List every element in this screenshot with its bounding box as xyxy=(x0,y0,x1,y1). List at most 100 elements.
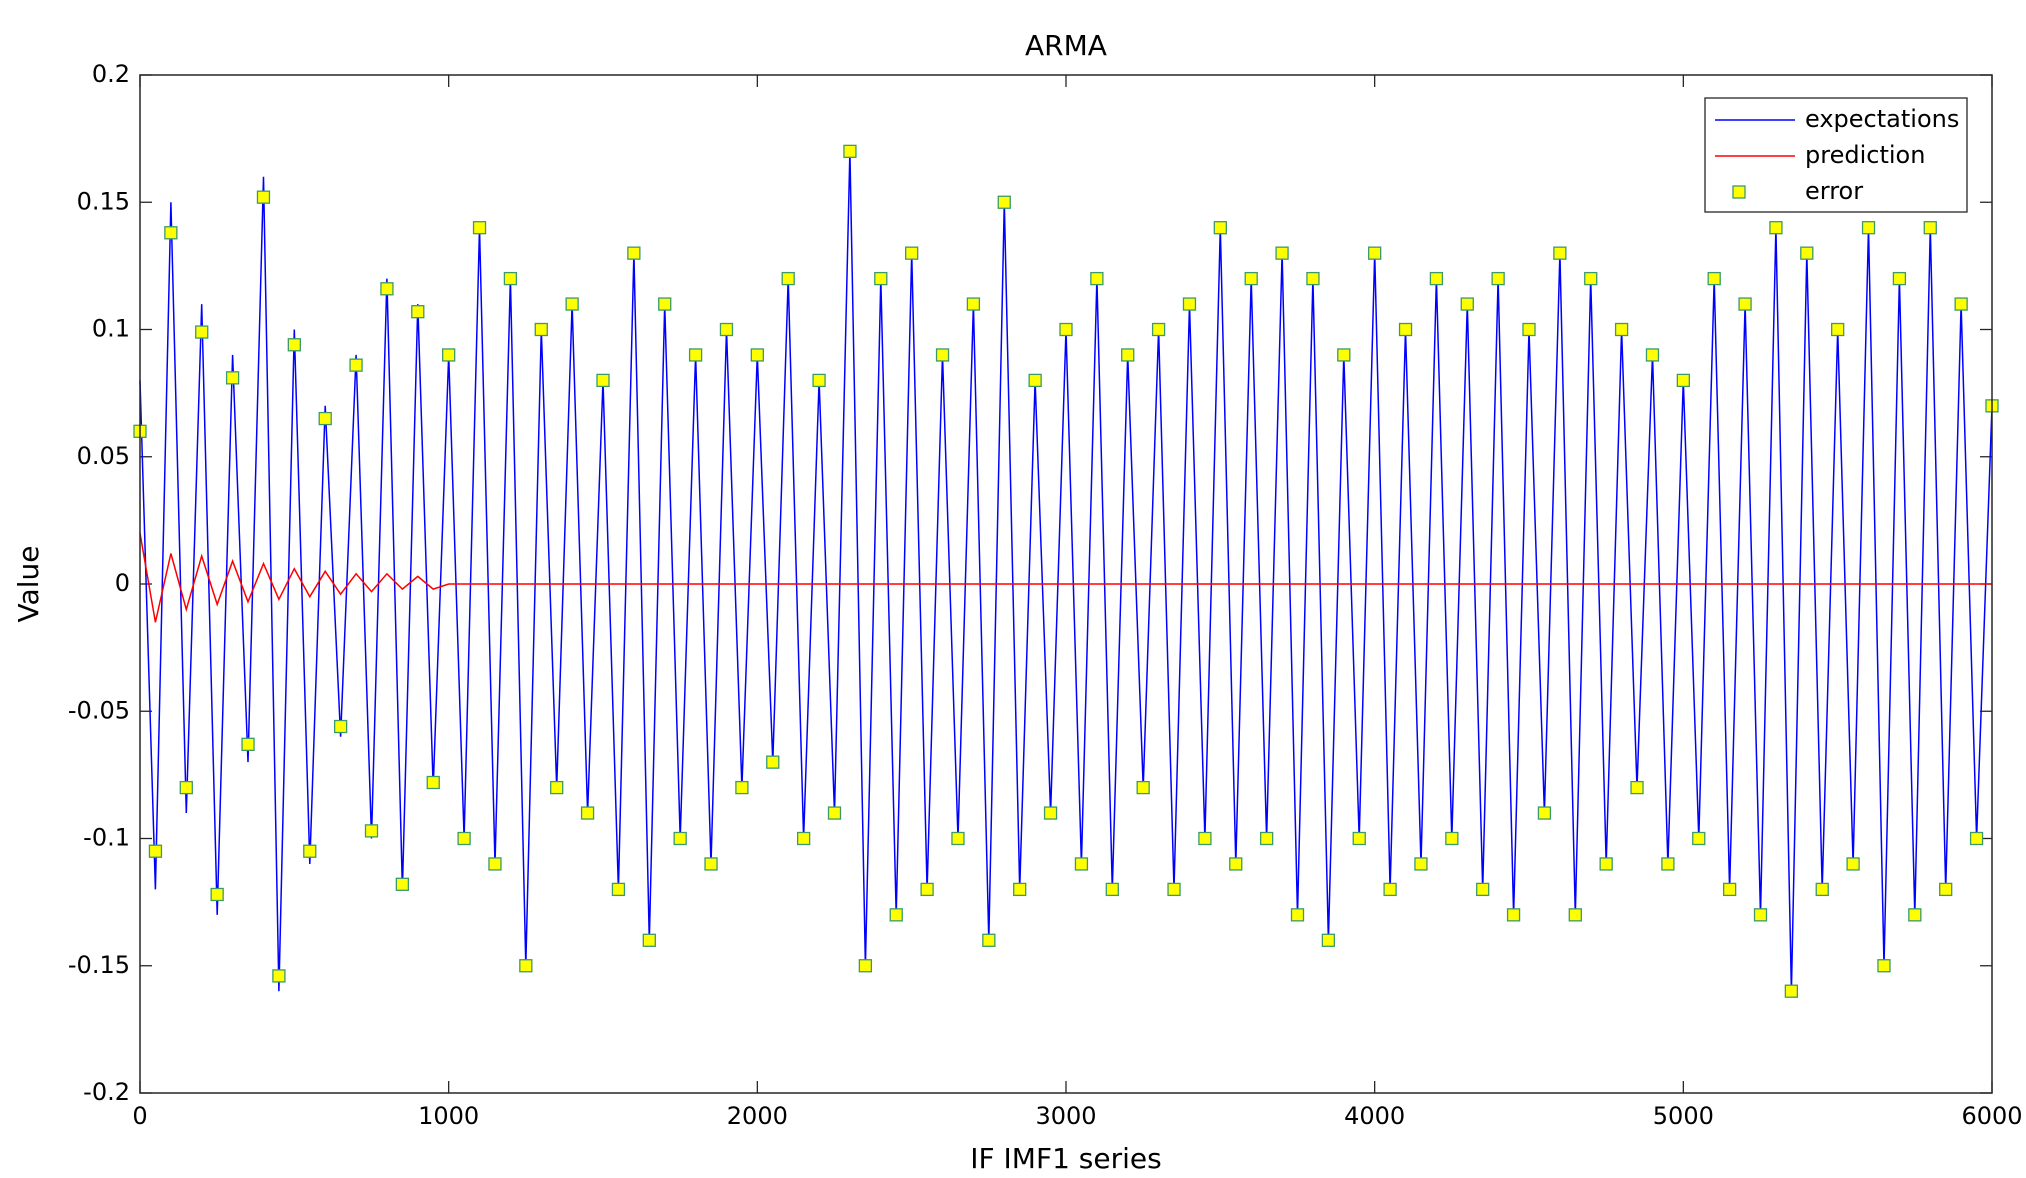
error-marker xyxy=(1182,297,1197,311)
error-marker xyxy=(935,348,950,362)
error-marker xyxy=(442,348,456,362)
plot-frame xyxy=(139,74,1993,1094)
error-marker xyxy=(1368,246,1382,260)
error-marker xyxy=(1167,882,1181,897)
x-tick-label: 2000 xyxy=(727,1102,788,1130)
y-tick-label: -0.1 xyxy=(83,824,130,852)
error-marker xyxy=(1831,322,1845,337)
error-marker xyxy=(1614,322,1629,337)
error-marker xyxy=(1908,908,1922,922)
error-marker xyxy=(1290,908,1305,922)
error-marker xyxy=(1707,271,1721,286)
error-marker xyxy=(195,325,209,339)
error-marker xyxy=(688,348,703,362)
error-marker xyxy=(951,831,965,846)
error-marker xyxy=(1738,297,1752,311)
error-marker xyxy=(1013,882,1027,897)
y-tick-label: 0.15 xyxy=(77,187,130,215)
error-marker xyxy=(1090,271,1104,286)
error-marker xyxy=(349,358,363,372)
error-marker xyxy=(1722,882,1737,897)
error-marker xyxy=(210,887,224,902)
x-tick-label: 6000 xyxy=(1961,1102,2022,1130)
error-marker xyxy=(905,246,919,260)
error-marker xyxy=(1136,780,1150,795)
error-marker xyxy=(1892,271,1907,286)
error-marker xyxy=(1352,831,1366,846)
error-marker xyxy=(364,824,379,838)
error-marker xyxy=(1429,271,1444,286)
legend-label: expectations xyxy=(1805,105,1959,133)
y-tick-label: -0.05 xyxy=(68,696,130,724)
error-marker xyxy=(1537,806,1552,820)
error-marker xyxy=(1954,297,1968,311)
error-marker xyxy=(1784,984,1799,998)
error-marker xyxy=(1522,322,1536,337)
error-marker xyxy=(1491,271,1505,286)
error-marker xyxy=(534,322,548,337)
error-marker xyxy=(1568,908,1582,922)
error-marker xyxy=(1275,246,1289,260)
error-marker xyxy=(1877,959,1891,973)
error-marker xyxy=(997,195,1011,209)
error-marker xyxy=(611,882,626,897)
error-marker xyxy=(627,246,641,260)
error-marker xyxy=(843,144,857,159)
error-marker xyxy=(735,780,749,795)
error-marker xyxy=(812,373,826,388)
error-marker xyxy=(318,411,332,426)
error-marker xyxy=(719,322,734,337)
error-marker xyxy=(658,297,672,311)
error-marker xyxy=(1506,908,1521,922)
error-marker xyxy=(827,806,842,820)
error-marker xyxy=(225,371,240,385)
error-marker xyxy=(1846,857,1860,871)
error-marker xyxy=(287,338,301,352)
error-marker xyxy=(1584,271,1598,286)
error-marker xyxy=(1599,857,1613,871)
error-marker xyxy=(796,831,811,846)
error-marker xyxy=(179,780,193,795)
error-marker xyxy=(411,305,425,319)
error-marker xyxy=(1800,246,1814,260)
error-marker xyxy=(395,877,410,891)
error-marker xyxy=(1630,780,1644,795)
error-marker xyxy=(874,271,888,286)
y-tick-label: 0.05 xyxy=(77,442,130,470)
error-marker xyxy=(272,969,286,983)
error-marker xyxy=(1769,221,1783,235)
error-marker xyxy=(1692,831,1706,846)
error-marker xyxy=(766,755,780,769)
series-line xyxy=(139,532,1992,623)
error-marker xyxy=(920,882,934,897)
error-marker xyxy=(1244,271,1258,286)
legend-label: prediction xyxy=(1805,141,1925,169)
y-tick-label: 0.1 xyxy=(92,315,130,343)
error-marker xyxy=(1105,882,1119,897)
error-marker xyxy=(1553,246,1567,260)
error-marker xyxy=(550,780,564,795)
error-marker xyxy=(781,271,795,286)
error-marker xyxy=(1923,221,1937,235)
error-marker xyxy=(1043,806,1058,820)
error-marker xyxy=(1661,857,1675,871)
x-tick-label: 3000 xyxy=(1035,1102,1096,1130)
error-marker xyxy=(148,844,163,858)
chart-title: ARMA xyxy=(1025,29,1107,62)
error-marker xyxy=(673,831,687,846)
error-marker xyxy=(966,297,981,311)
error-marker xyxy=(457,831,471,846)
error-marker xyxy=(982,933,996,947)
error-marker xyxy=(1753,908,1768,922)
error-marker xyxy=(256,190,271,204)
x-tick-label: 5000 xyxy=(1653,1102,1714,1130)
error-marker xyxy=(1445,831,1459,846)
error-marker xyxy=(472,221,487,235)
error-marker xyxy=(1306,271,1320,286)
error-marker xyxy=(1676,373,1690,388)
y-tick-label: -0.2 xyxy=(83,1078,130,1106)
error-marker xyxy=(1321,933,1336,947)
error-marker xyxy=(164,226,178,240)
error-marker xyxy=(1059,322,1073,337)
